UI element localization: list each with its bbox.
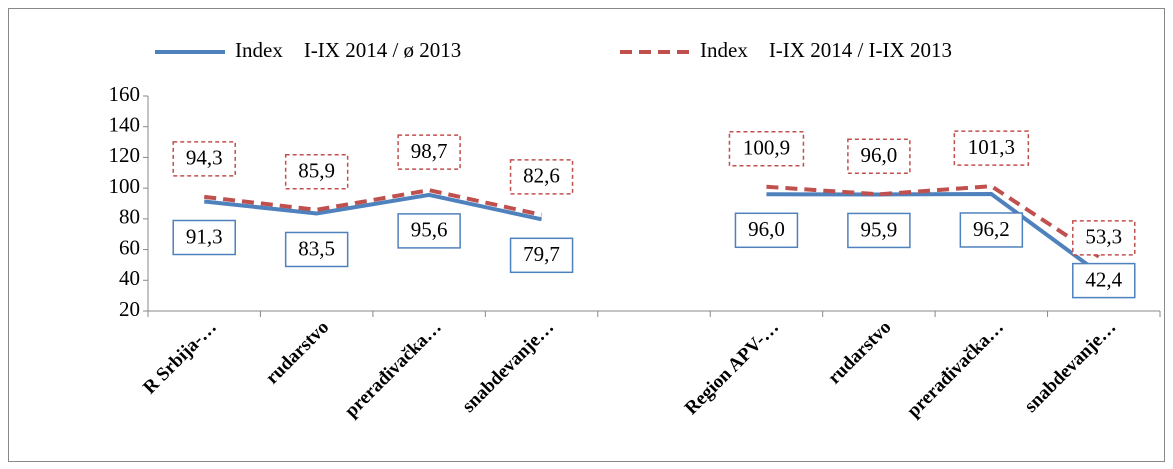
legend-label: Index I-IX 2014 / ø 2013 bbox=[235, 38, 461, 62]
y-tick-label: 160 bbox=[109, 82, 141, 106]
data-label: 100,9 bbox=[743, 136, 790, 160]
data-label-box bbox=[284, 154, 349, 190]
legend-label: Index I-IX 2014 / I-IX 2013 bbox=[700, 38, 952, 62]
data-label-box bbox=[172, 219, 236, 256]
data-label: 96,2 bbox=[973, 217, 1010, 241]
data-label: 85,9 bbox=[298, 159, 335, 183]
data-label-box bbox=[509, 237, 574, 274]
y-tick-label: 100 bbox=[109, 174, 141, 198]
data-label: 101,3 bbox=[968, 135, 1015, 159]
data-label: 94,3 bbox=[186, 146, 223, 170]
y-tick-label: 140 bbox=[109, 113, 141, 137]
data-label: 91,3 bbox=[186, 224, 223, 248]
data-label: 98,7 bbox=[411, 139, 448, 163]
series-line bbox=[203, 184, 1105, 262]
data-label-box bbox=[1072, 220, 1136, 256]
data-label: 95,9 bbox=[861, 217, 898, 241]
data-label: 96,0 bbox=[861, 143, 898, 167]
data-label: 96,0 bbox=[748, 217, 785, 241]
data-label: 83,5 bbox=[298, 236, 335, 260]
data-label-box bbox=[284, 231, 349, 268]
data-label-box bbox=[734, 212, 799, 249]
data-label: 82,6 bbox=[523, 164, 560, 188]
data-label-box bbox=[509, 159, 574, 195]
data-label: 95,6 bbox=[411, 218, 448, 242]
series-line bbox=[204, 191, 1105, 279]
y-tick-label: 80 bbox=[119, 205, 140, 229]
data-label-box bbox=[847, 212, 911, 249]
data-label-box bbox=[172, 141, 236, 177]
y-tick-label: 60 bbox=[119, 235, 140, 259]
data-label-box bbox=[1072, 262, 1136, 299]
y-tick-label: 40 bbox=[119, 266, 140, 290]
data-label-box bbox=[397, 134, 461, 170]
data-label: 53,3 bbox=[1085, 225, 1122, 249]
data-label-box bbox=[953, 130, 1030, 166]
y-tick-label: 20 bbox=[119, 297, 140, 321]
data-label-box bbox=[397, 213, 461, 249]
data-label-box bbox=[959, 212, 1024, 248]
y-tick-label: 120 bbox=[109, 143, 141, 167]
data-label-box bbox=[728, 131, 805, 167]
data-label: 42,4 bbox=[1085, 267, 1122, 291]
data-label: 79,7 bbox=[523, 242, 560, 266]
data-label-box bbox=[847, 138, 911, 175]
